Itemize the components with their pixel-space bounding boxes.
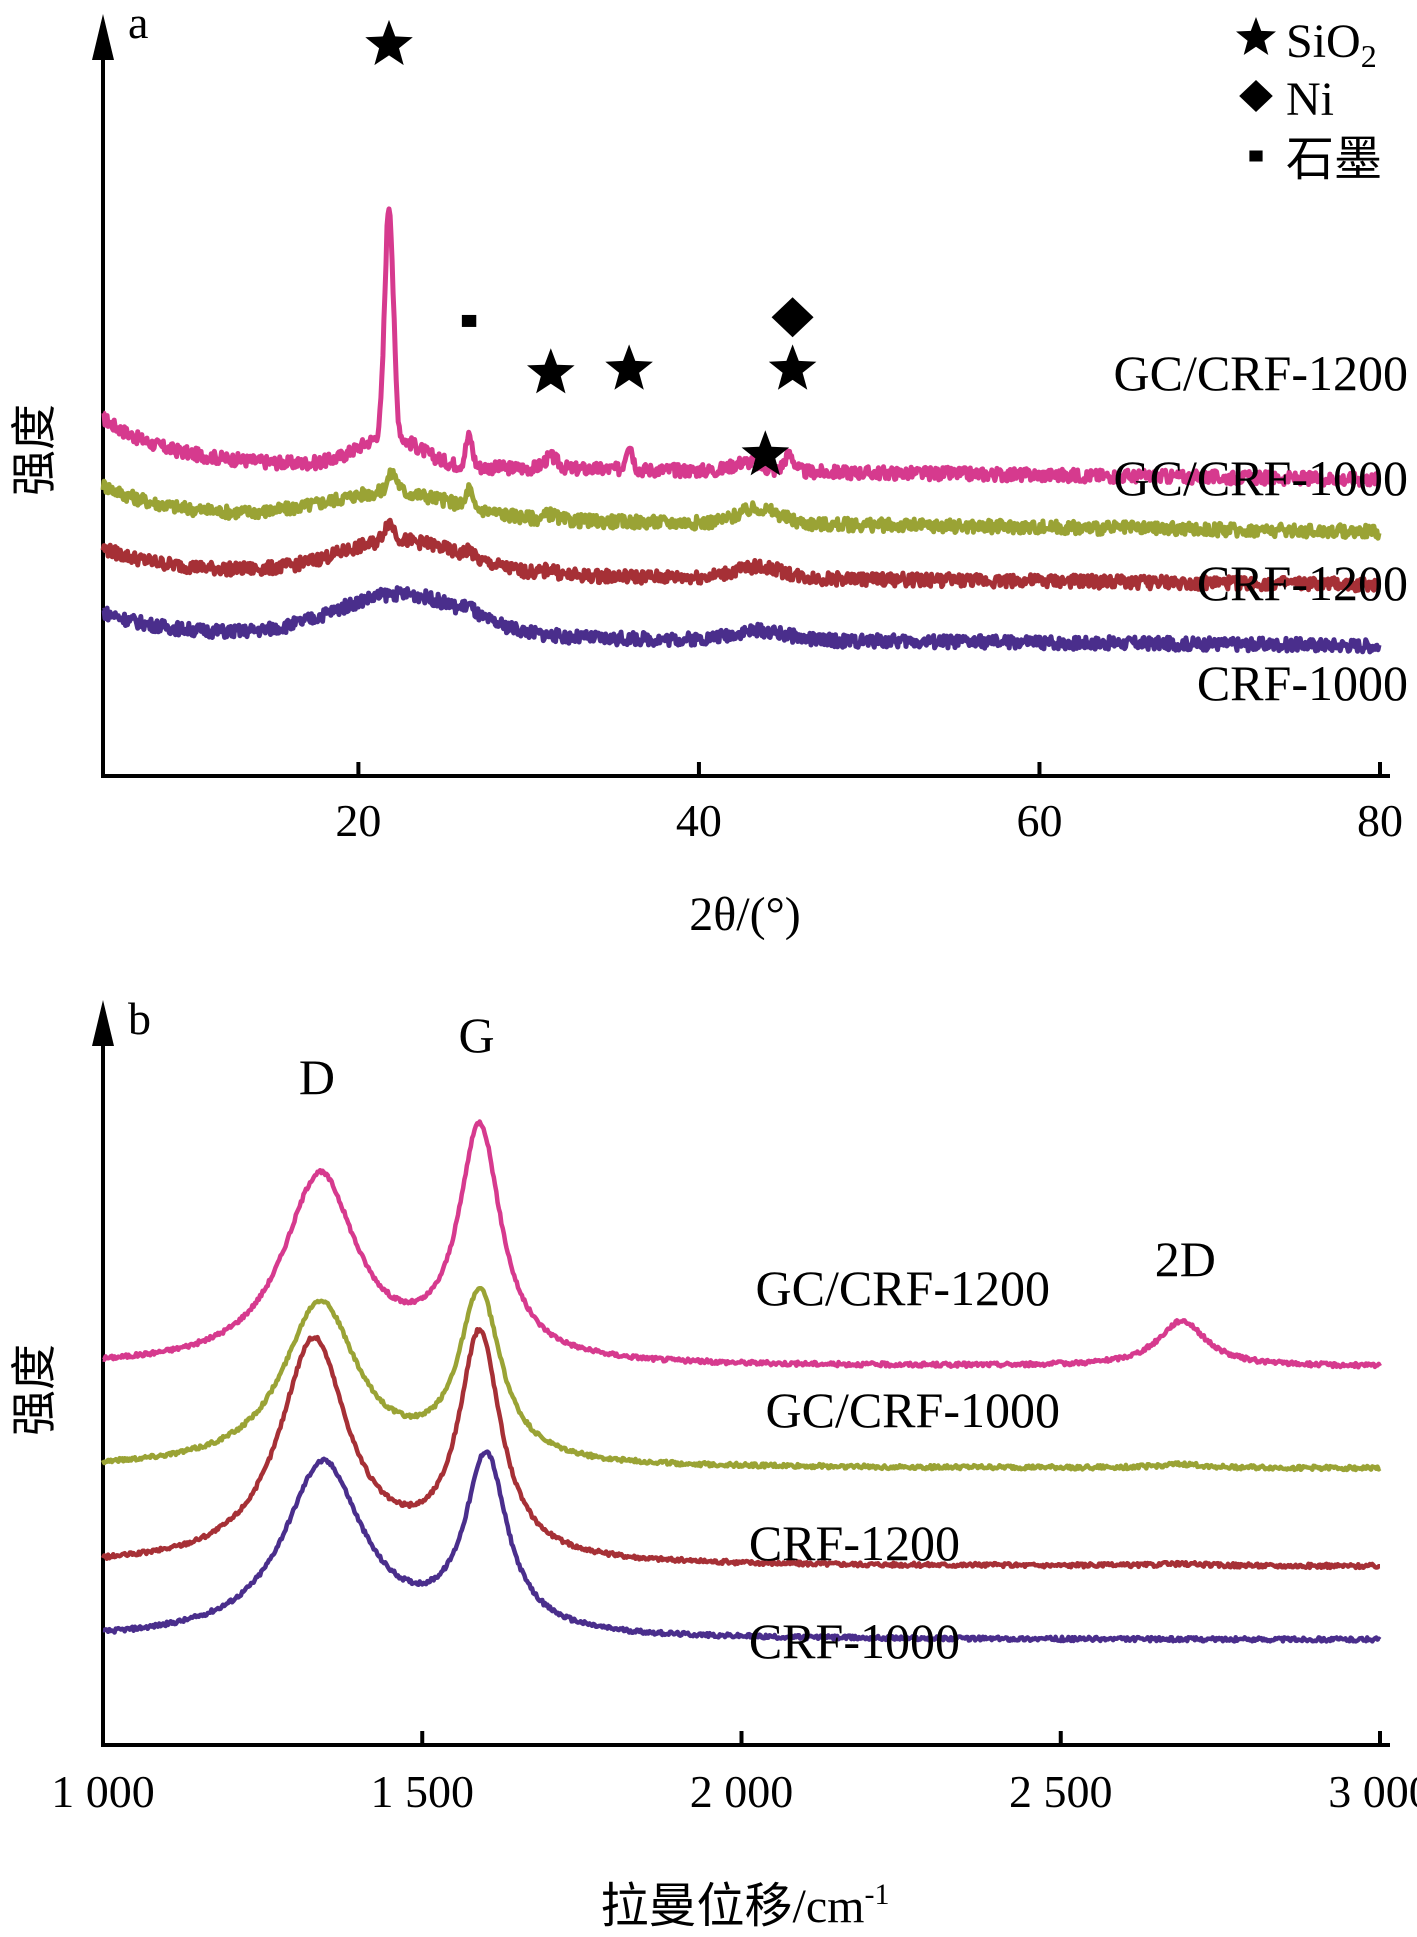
panel-a-series-labels: GC/CRF-1200 GC/CRF-1000 CRF-1200 CRF-1000 — [1113, 345, 1408, 711]
panel-b-series-label-gc-crf-1200: GC/CRF-1200 — [755, 1260, 1050, 1316]
panel-b-series-crf-1000 — [102, 1449, 1382, 1644]
panel-a-y-axis-label: 强度 — [9, 404, 60, 496]
panel-a-legend-label-0: SiO2 — [1286, 15, 1377, 74]
panel-b-x-tick-label-1500: 1 500 — [371, 1766, 475, 1817]
panel-a-marker-diamond-4 — [771, 297, 814, 338]
panel-b-x-axis-label-sup: -1 — [864, 1878, 889, 1911]
panel-a-marker-star-3 — [605, 344, 653, 390]
panel-a-marker-star-6 — [741, 430, 790, 476]
panel-a-series-label-crf-1200: CRF-1200 — [1197, 555, 1408, 611]
panel-a-legend-label-0-main: SiO — [1286, 15, 1361, 68]
panel-a-x-tick-label-80: 80 — [1357, 795, 1403, 846]
panel-a-legend-star-icon — [1236, 17, 1276, 55]
panel-b-label: b — [128, 993, 151, 1044]
panel-a-series-gc-crf-1200 — [101, 206, 1382, 488]
panel-a-series-gc-crf-1000 — [100, 467, 1382, 541]
panel-b-peak-label-2d: 2D — [1155, 1231, 1216, 1287]
panel-b-x-axis-label-main: 拉曼位移/cm — [601, 1880, 865, 1933]
panel-a-x-axis-label: 2θ/(°) — [689, 888, 801, 941]
panel-a-marker-star-0 — [365, 19, 413, 66]
panel-a-marker-square-1 — [461, 314, 477, 327]
panel-b-y-axis-label: 强度 — [9, 1344, 60, 1436]
panel-b-series — [100, 1119, 1382, 1644]
panel-a-legend-label-2-main: 石墨 — [1286, 133, 1382, 186]
panel-b-chart: b 强度 拉曼位移/cm-1 1 000 1 500 2 000 2 500 3 000… — [9, 993, 1417, 1933]
panel-a-series-label-crf-1000: CRF-1000 — [1197, 655, 1408, 711]
panel-b-x-tick-label-3000: 3 000 — [1328, 1766, 1417, 1817]
panel-a-legend-label-0-sub: 2 — [1361, 38, 1377, 74]
panel-a-legend-label-1: Ni — [1286, 73, 1334, 126]
panel-a-y-axis-arrow — [92, 14, 114, 60]
panel-a-legend-square-icon — [1249, 150, 1263, 162]
panel-a-series-label-gc-crf-1200: GC/CRF-1200 — [1113, 345, 1408, 401]
panel-a-x-tick-label-40: 40 — [676, 795, 722, 846]
panel-b-series-labels: GC/CRF-1200 GC/CRF-1000 CRF-1200 CRF-1000 — [749, 1260, 1060, 1669]
panel-b-series-gc-crf-1200 — [102, 1119, 1382, 1370]
panel-a-legend-label-1-main: Ni — [1286, 73, 1334, 126]
panel-b-series-crf-1200 — [100, 1326, 1381, 1571]
panel-a-legend-diamond-icon — [1239, 80, 1273, 112]
panel-a-x-tick-label-60: 60 — [1016, 795, 1062, 846]
panel-a-x-tick-label-20: 20 — [335, 795, 381, 846]
panel-a-series-crf-1000 — [101, 585, 1382, 655]
panel-a-chart: a 强度 2θ/(°) 20 40 60 80 GC/CRF-1200GC/CRF-1… — [9, 0, 1408, 941]
panel-b-series-label-crf-1200: CRF-1200 — [749, 1515, 960, 1571]
panel-b-peak-label-g: G — [458, 1007, 494, 1063]
panel-a-series — [100, 206, 1382, 655]
panel-b-series-label-crf-1000: CRF-1000 — [749, 1613, 960, 1669]
panel-a-series-label-gc-crf-1000: GC/CRF-1000 — [1113, 450, 1408, 506]
panel-b-series-label-gc-crf-1000: GC/CRF-1000 — [765, 1382, 1060, 1438]
panel-a-marker-star-2 — [527, 348, 575, 394]
panel-b-x-axis-label: 拉曼位移/cm-1 — [601, 1878, 890, 1933]
panel-a-x-ticks: 20 40 60 80 — [335, 762, 1403, 846]
panel-b-x-tick-label-2000: 2 000 — [690, 1766, 794, 1817]
panel-b-x-tick-label-1000: 1 000 — [51, 1766, 155, 1817]
panel-a-legend-label-2: 石墨 — [1286, 133, 1382, 186]
panel-a-label: a — [128, 0, 148, 48]
panel-a-phase-markers — [365, 19, 817, 476]
panel-b-series-gc-crf-1000 — [100, 1285, 1382, 1473]
panel-b-x-ticks: 1 000 1 500 2 000 2 500 3 000 — [51, 1731, 1417, 1817]
panel-b-y-axis-arrow — [92, 1000, 114, 1046]
panel-a-marker-star-5 — [768, 344, 817, 390]
panel-b-peak-labels: D G 2D — [299, 1007, 1216, 1287]
panel-b-x-tick-label-2500: 2 500 — [1009, 1766, 1113, 1817]
panel-a-series-crf-1200 — [100, 517, 1382, 594]
panel-b-peak-label-d: D — [299, 1049, 335, 1105]
